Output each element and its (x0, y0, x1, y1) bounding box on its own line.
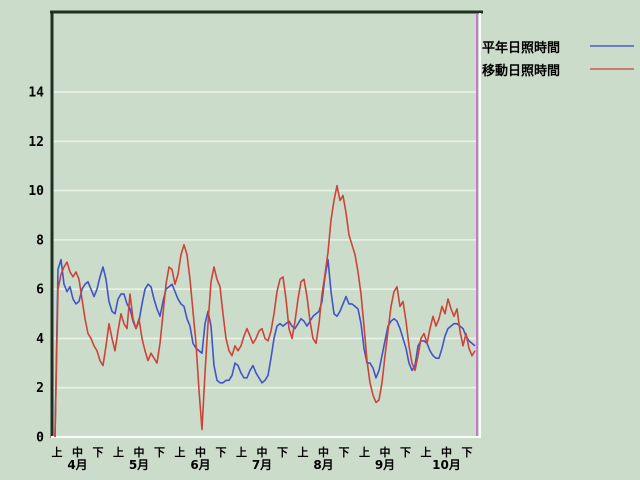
x-axis-period-label: 上 (236, 445, 247, 459)
x-axis-period-label: 上 (52, 445, 63, 459)
legend-label-idou: 移動日照時間 (482, 63, 561, 79)
plot-frame (50, 10, 483, 438)
y-axis-tick-label: 6 (36, 283, 44, 298)
x-axis-period-label: 中 (318, 445, 329, 459)
x-axis-month-label: 10月 (432, 458, 461, 472)
x-axis-period-label: 上 (175, 445, 186, 459)
x-axis-period-label: 中 (195, 445, 206, 459)
x-axis-period-label: 上 (421, 445, 432, 459)
x-axis-period-label: 中 (380, 445, 391, 459)
legend-line-swatch-idou (590, 68, 634, 70)
y-axis-labels: 0 2 4 6 8 10 12 14 (28, 86, 44, 446)
x-axis-labels: 上中下4月上中下5月上中下6月上中下7月上中下8月上中下9月上中下10月 (52, 445, 473, 472)
legend: 平年日照時間 移動日照時間 (482, 38, 638, 79)
y-axis-tick-label: 10 (28, 184, 44, 199)
gridlines (53, 91, 476, 389)
y-axis-tick-label: 12 (28, 135, 44, 150)
x-axis-period-label: 下 (339, 446, 350, 459)
x-axis-month-label: 9月 (375, 458, 395, 472)
legend-label-heinen: 平年日照時間 (482, 40, 561, 56)
x-axis-period-label: 中 (72, 445, 83, 459)
y-axis-tick-label: 4 (36, 332, 44, 347)
x-axis-period-label: 中 (134, 445, 145, 459)
x-axis-period-label: 上 (113, 445, 124, 459)
x-axis-period-label: 中 (441, 445, 452, 459)
x-axis-month-label: 5月 (129, 458, 149, 472)
x-axis-period-label: 下 (216, 446, 227, 459)
x-axis-period-label: 下 (462, 446, 473, 459)
y-axis-tick-label: 8 (36, 233, 44, 248)
x-axis-period-label: 下 (400, 446, 411, 459)
x-axis-month-label: 8月 (313, 458, 333, 472)
y-axis-tick-label: 2 (36, 381, 44, 396)
x-axis-period-label: 上 (298, 445, 309, 459)
y-axis-tick-label: 0 (36, 431, 44, 446)
legend-line-swatch-heinen (590, 45, 634, 47)
x-axis-period-label: 下 (154, 446, 165, 459)
x-axis-period-label: 下 (93, 446, 104, 459)
series-line-idou (54, 184, 476, 438)
legend-item-idou: 移動日照時間 (482, 61, 638, 79)
x-axis-period-label: 中 (257, 445, 268, 459)
x-axis-period-label: 下 (277, 446, 288, 459)
x-axis-month-label: 7月 (252, 458, 272, 472)
legend-item-heinen: 平年日照時間 (482, 38, 638, 56)
x-axis-month-label: 4月 (67, 458, 87, 472)
x-axis-period-label: 上 (359, 445, 370, 459)
y-axis-tick-label: 14 (28, 86, 44, 101)
x-axis-month-label: 6月 (190, 458, 210, 472)
series-lines (54, 184, 476, 438)
series-line-heinen (54, 258, 476, 438)
